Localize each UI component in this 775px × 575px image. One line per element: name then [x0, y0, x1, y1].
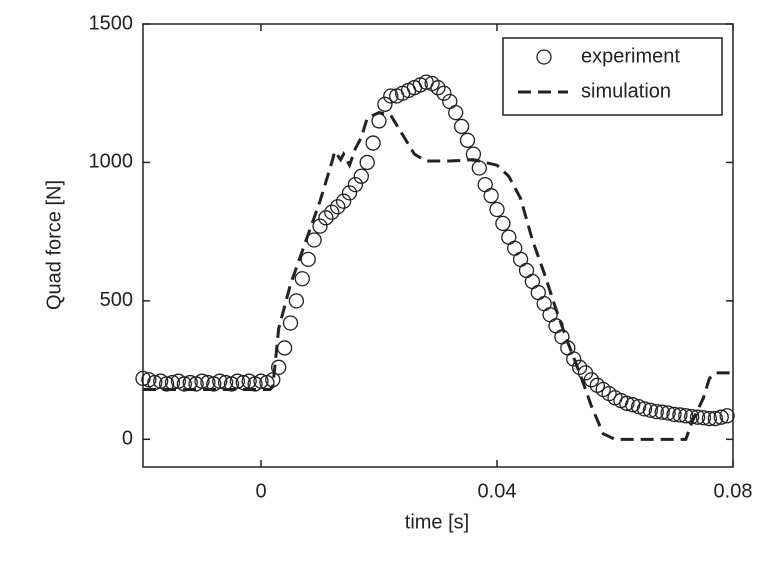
- data-point: [335, 193, 352, 209]
- data-point: [353, 168, 369, 184]
- data-point: [566, 351, 582, 367]
- data-point: [713, 409, 729, 425]
- x-tick-label: 0: [255, 480, 266, 502]
- legend-box: [502, 37, 723, 116]
- data-point: [300, 251, 316, 267]
- y-tick-label: 0: [122, 428, 133, 450]
- data-point: [707, 410, 723, 427]
- data-point: [282, 315, 299, 331]
- data-point: [271, 359, 287, 375]
- data-point: [571, 359, 588, 375]
- data-point: [524, 273, 541, 290]
- data-point: [288, 293, 305, 309]
- data-point: [276, 340, 293, 356]
- data-point: [660, 405, 676, 421]
- data-point: [477, 176, 493, 193]
- y-tick-label: 1000: [89, 151, 134, 173]
- data-point: [648, 403, 664, 420]
- legend-label: experiment: [581, 45, 680, 67]
- y-tick-label: 500: [100, 289, 133, 311]
- data-point: [294, 271, 310, 287]
- data-point: [518, 262, 535, 279]
- data-point: [383, 88, 399, 104]
- data-point: [625, 397, 641, 413]
- legend-marker: [536, 49, 552, 65]
- data-point: [330, 199, 346, 215]
- data-point: [689, 409, 706, 425]
- data-point: [654, 404, 670, 420]
- data-point: [666, 406, 682, 423]
- data-point: [448, 104, 464, 121]
- data-point: [341, 185, 358, 201]
- data-point: [436, 85, 452, 101]
- data-point: [459, 132, 476, 148]
- data-point: [530, 284, 546, 301]
- data-point: [194, 373, 210, 389]
- data-point: [642, 402, 659, 418]
- data-point: [483, 188, 499, 204]
- data-line: [143, 111, 733, 441]
- data-point: [495, 215, 511, 232]
- data-point: [453, 118, 470, 135]
- plot-frame: [142, 23, 734, 468]
- data-point: [695, 410, 712, 426]
- x-tick-label: 0.08: [714, 480, 753, 502]
- x-tick-label: 0.04: [478, 480, 517, 502]
- legend-label: simulation: [581, 80, 671, 102]
- data-point: [253, 373, 269, 389]
- x-axis-label: time [s]: [405, 511, 469, 533]
- data-point: [359, 154, 375, 171]
- data-point: [636, 401, 653, 417]
- data-point: [212, 373, 228, 389]
- data-point: [619, 395, 635, 411]
- data-point: [229, 373, 246, 389]
- data-point: [324, 204, 340, 220]
- data-point: [678, 408, 694, 424]
- data-point: [489, 201, 505, 218]
- data-point: [312, 218, 328, 234]
- data-point: [377, 96, 393, 112]
- data-point: [430, 80, 446, 96]
- data-point: [719, 408, 735, 424]
- data-point: [672, 407, 688, 423]
- data-point: [701, 410, 718, 427]
- data-point: [507, 240, 523, 256]
- y-tick-label: 1500: [89, 12, 134, 34]
- y-axis-label: Quad force [N]: [43, 180, 65, 310]
- data-point: [583, 372, 600, 388]
- data-point: [536, 295, 552, 312]
- data-point: [471, 160, 487, 176]
- data-point: [501, 229, 517, 245]
- data-point: [365, 135, 381, 151]
- data-point: [347, 176, 364, 193]
- data-point: [512, 251, 529, 267]
- data-point: [135, 370, 151, 387]
- data-point: [318, 210, 334, 226]
